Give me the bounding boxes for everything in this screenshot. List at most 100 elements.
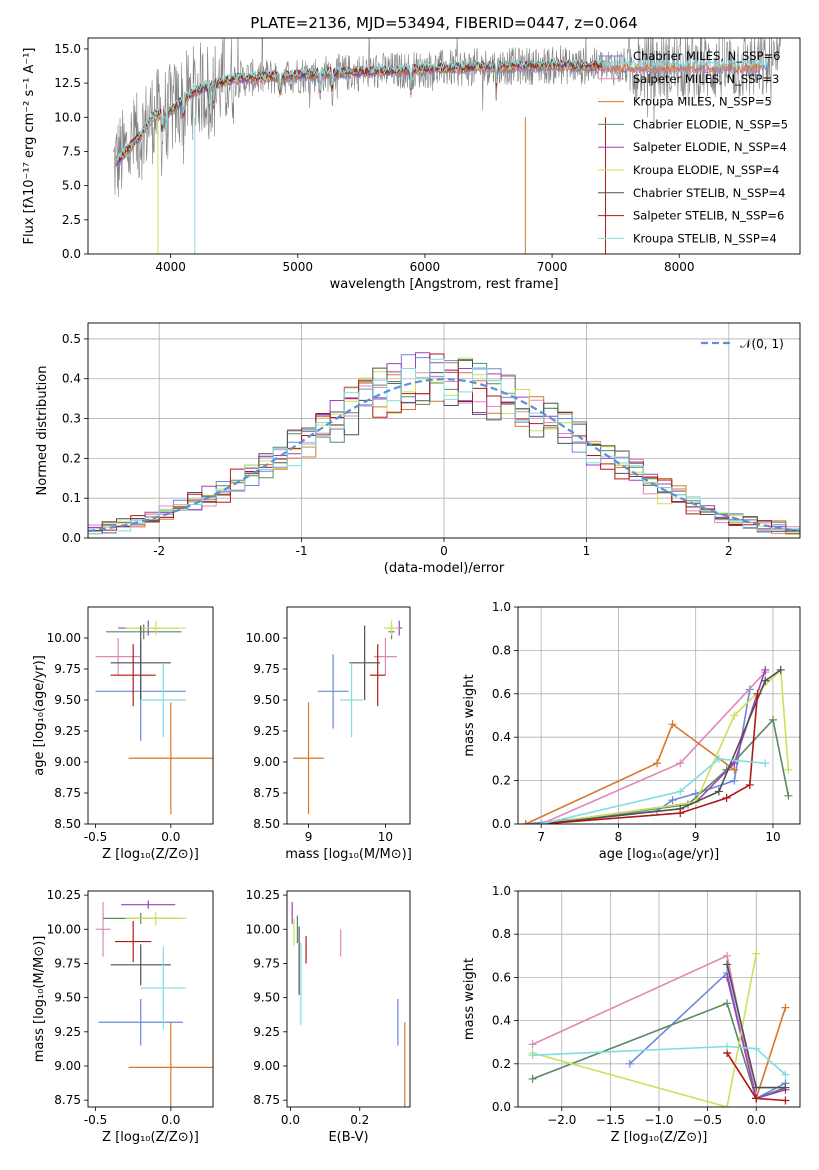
y-tick-label: 9.75 (253, 662, 280, 676)
weight_vs_age-plot-area (521, 665, 793, 824)
y-tick-label: 1.0 (492, 884, 511, 898)
y-tick-label: 10.00 (47, 631, 81, 645)
point-kroupa_stelib (761, 759, 770, 768)
point-salpeter_stelib (722, 793, 731, 802)
point-salpeter_elodie (761, 665, 770, 674)
y-tick-label: 9.75 (54, 956, 81, 970)
point-chabrier_miles (730, 776, 739, 785)
x-axis-label: Z [log₁₀(Z/Z⊙)] (611, 1130, 708, 1145)
point-chabrier_elodie (784, 791, 793, 800)
x-tick-label: -0.5 (84, 830, 107, 844)
x-axis-label: age [log₁₀(age/yr)] (599, 847, 720, 862)
point-chabrier_miles (668, 796, 677, 805)
x-tick-label: 4000 (155, 260, 186, 274)
y-tick-label: 0.6 (492, 687, 511, 701)
point-salpeter_stelib (745, 780, 754, 789)
weight_vs_Z-axes (514, 890, 800, 1111)
x-tick-label: 0.0 (747, 1113, 766, 1127)
x-axis-label: Z [log₁₀(Z/Z⊙)] (102, 1130, 199, 1145)
x-tick-label: 0.2 (350, 1113, 369, 1127)
y-tick-label: 0.0 (62, 531, 81, 545)
y-tick-label: 10.0 (54, 110, 81, 124)
point-salpeter_stelib (752, 1094, 761, 1103)
normal-curve (88, 378, 800, 533)
point-chabrier_elodie (768, 715, 777, 724)
point-kroupa_stelib (714, 754, 723, 763)
x-tick-label: -0.5 (84, 1113, 107, 1127)
chart-title: PLATE=2136, MJD=53494, FIBERID=0447, z=0… (250, 14, 637, 32)
x-tick-label: 10 (378, 830, 393, 844)
age_vs_mass-axes (283, 637, 386, 828)
age_vs_Z-frame (87, 606, 214, 825)
point-kroupa_elodie (784, 765, 793, 774)
legend-entry: Kroupa STELIB, N_SSP=4 (633, 231, 777, 245)
y-tick-label: 0.6 (492, 970, 511, 984)
point-kroupa_miles (521, 820, 530, 824)
legend-entry: Kroupa MILES, N_SSP=5 (633, 95, 772, 109)
point-chabrier_elodie (528, 1074, 537, 1083)
point-kroupa_elodie (723, 1103, 732, 1107)
y-tick-label: 1.0 (492, 600, 511, 614)
y-tick-label: 10.00 (246, 922, 280, 936)
y-tick-label: 10.00 (246, 631, 280, 645)
y-tick-label: 2.5 (62, 213, 81, 227)
y-tick-label: 5.0 (62, 179, 81, 193)
y-tick-label: 8.75 (54, 1093, 81, 1107)
y-tick-label: 8.50 (253, 817, 280, 831)
y-tick-label: 9.75 (253, 956, 280, 970)
y-tick-label: 0.4 (492, 1014, 511, 1028)
x-tick-label: 0.0 (161, 830, 180, 844)
legend-entry: Chabrier MILES, N_SSP=6 (633, 49, 780, 63)
y-tick-label: 0.2 (492, 774, 511, 788)
x-tick-label: −1.5 (596, 1113, 625, 1127)
histogram-kroupa_stelib (88, 358, 800, 535)
point-kroupa_elodie (752, 949, 761, 958)
x-tick-label: 10 (765, 830, 780, 844)
spectrum-frame (87, 37, 801, 255)
x-tick-label: 0 (440, 544, 448, 558)
age_vs_mass-frame (286, 606, 411, 825)
series-chabrier_elodie (532, 1002, 786, 1100)
y-axis-label: mass weight (462, 958, 477, 1040)
x-tick-label: -1 (296, 544, 308, 558)
legend-entry: 𝒩(0, 1) (740, 337, 784, 351)
x-tick-label: 5000 (283, 260, 314, 274)
y-tick-label: 9.75 (54, 662, 81, 676)
y-tick-label: 9.25 (54, 724, 81, 738)
legend-entry: Salpeter MILES, N_SSP=3 (633, 72, 779, 86)
y-tick-label: 9.50 (54, 693, 81, 707)
y-tick-label: 10.00 (47, 922, 81, 936)
point-kroupa_elodie (730, 711, 739, 720)
x-tick-label: -2 (153, 544, 165, 558)
y-tick-label: 0.2 (492, 1057, 511, 1071)
y-axis-label: Flux [fλ10⁻¹⁷ erg cm⁻² s⁻¹ A⁻¹] (22, 48, 37, 245)
x-axis-label: wavelength [Angstrom, rest frame] (330, 277, 559, 292)
y-tick-label: 0.4 (62, 372, 81, 386)
legend-entry: Salpeter ELODIE, N_SSP=4 (633, 140, 787, 154)
y-axis-label: age [log₁₀(age/yr)] (32, 655, 47, 776)
x-axis-label: (data-model)/error (384, 561, 505, 576)
residuals-frame (87, 322, 801, 539)
point-chabrier_miles (691, 789, 700, 798)
age_vs_Z-plot-area (95, 620, 213, 815)
point-kroupa_stelib (781, 1070, 790, 1079)
point-chabrier_stelib (714, 787, 723, 796)
y-axis-label: mass weight (462, 674, 477, 756)
y-tick-label: 10.25 (47, 888, 81, 902)
x-tick-label: −1.0 (644, 1113, 673, 1127)
y-tick-label: 9.00 (54, 1059, 81, 1073)
observed-spectrum (113, 38, 781, 197)
y-tick-label: 8.75 (253, 1093, 280, 1107)
y-tick-label: 12.5 (54, 76, 81, 90)
y-tick-label: 0.0 (492, 1100, 511, 1114)
series-kroupa_stelib (532, 1045, 786, 1076)
point-kroupa_miles (653, 759, 662, 768)
x-axis-label: E(B-V) (328, 1130, 368, 1145)
x-tick-label: 1 (583, 544, 591, 558)
residuals-plot-area (88, 352, 800, 535)
point-salpeter_stelib (753, 689, 762, 698)
y-tick-label: 8.75 (253, 786, 280, 800)
y-tick-label: 0.5 (62, 332, 81, 346)
legend-entry: Chabrier ELODIE, N_SSP=5 (633, 117, 788, 131)
